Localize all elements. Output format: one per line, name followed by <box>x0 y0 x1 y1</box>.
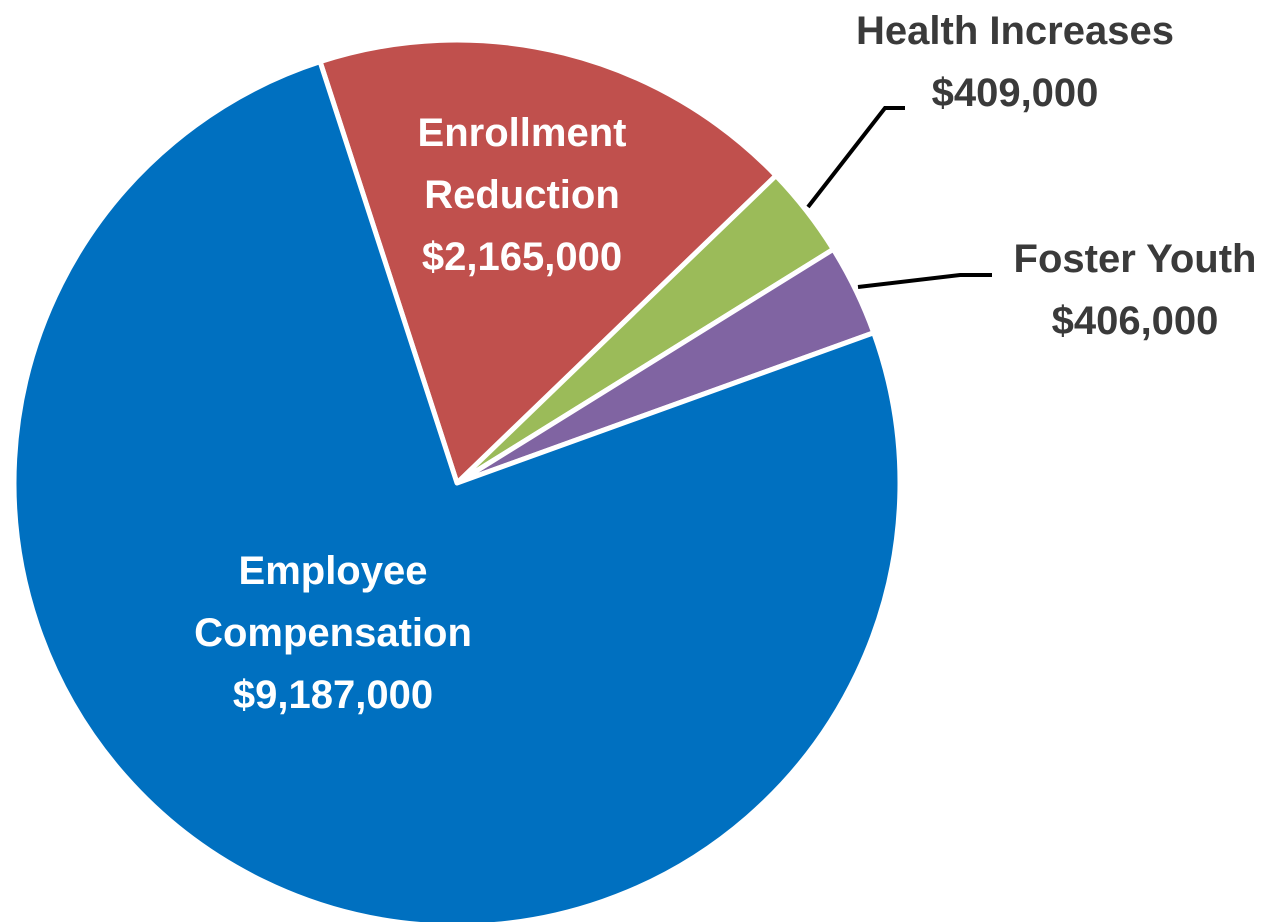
slice-value-label: $2,165,000 <box>421 235 623 279</box>
pie-slice <box>11 59 903 922</box>
leader-line <box>857 273 992 289</box>
slice-value-label: $409,000 <box>931 71 1099 115</box>
slice-label: Enrollment Reduction <box>417 111 627 217</box>
slice-value-label: $406,000 <box>1051 299 1219 343</box>
slice-value-label: $9,187,000 <box>232 673 434 717</box>
pie-slice <box>317 37 779 486</box>
slice-label: Foster Youth <box>1013 237 1257 281</box>
slice-label: Health Increases <box>856 9 1174 53</box>
slice-label: Employee Compensation <box>194 549 472 655</box>
leader-line <box>806 106 905 209</box>
